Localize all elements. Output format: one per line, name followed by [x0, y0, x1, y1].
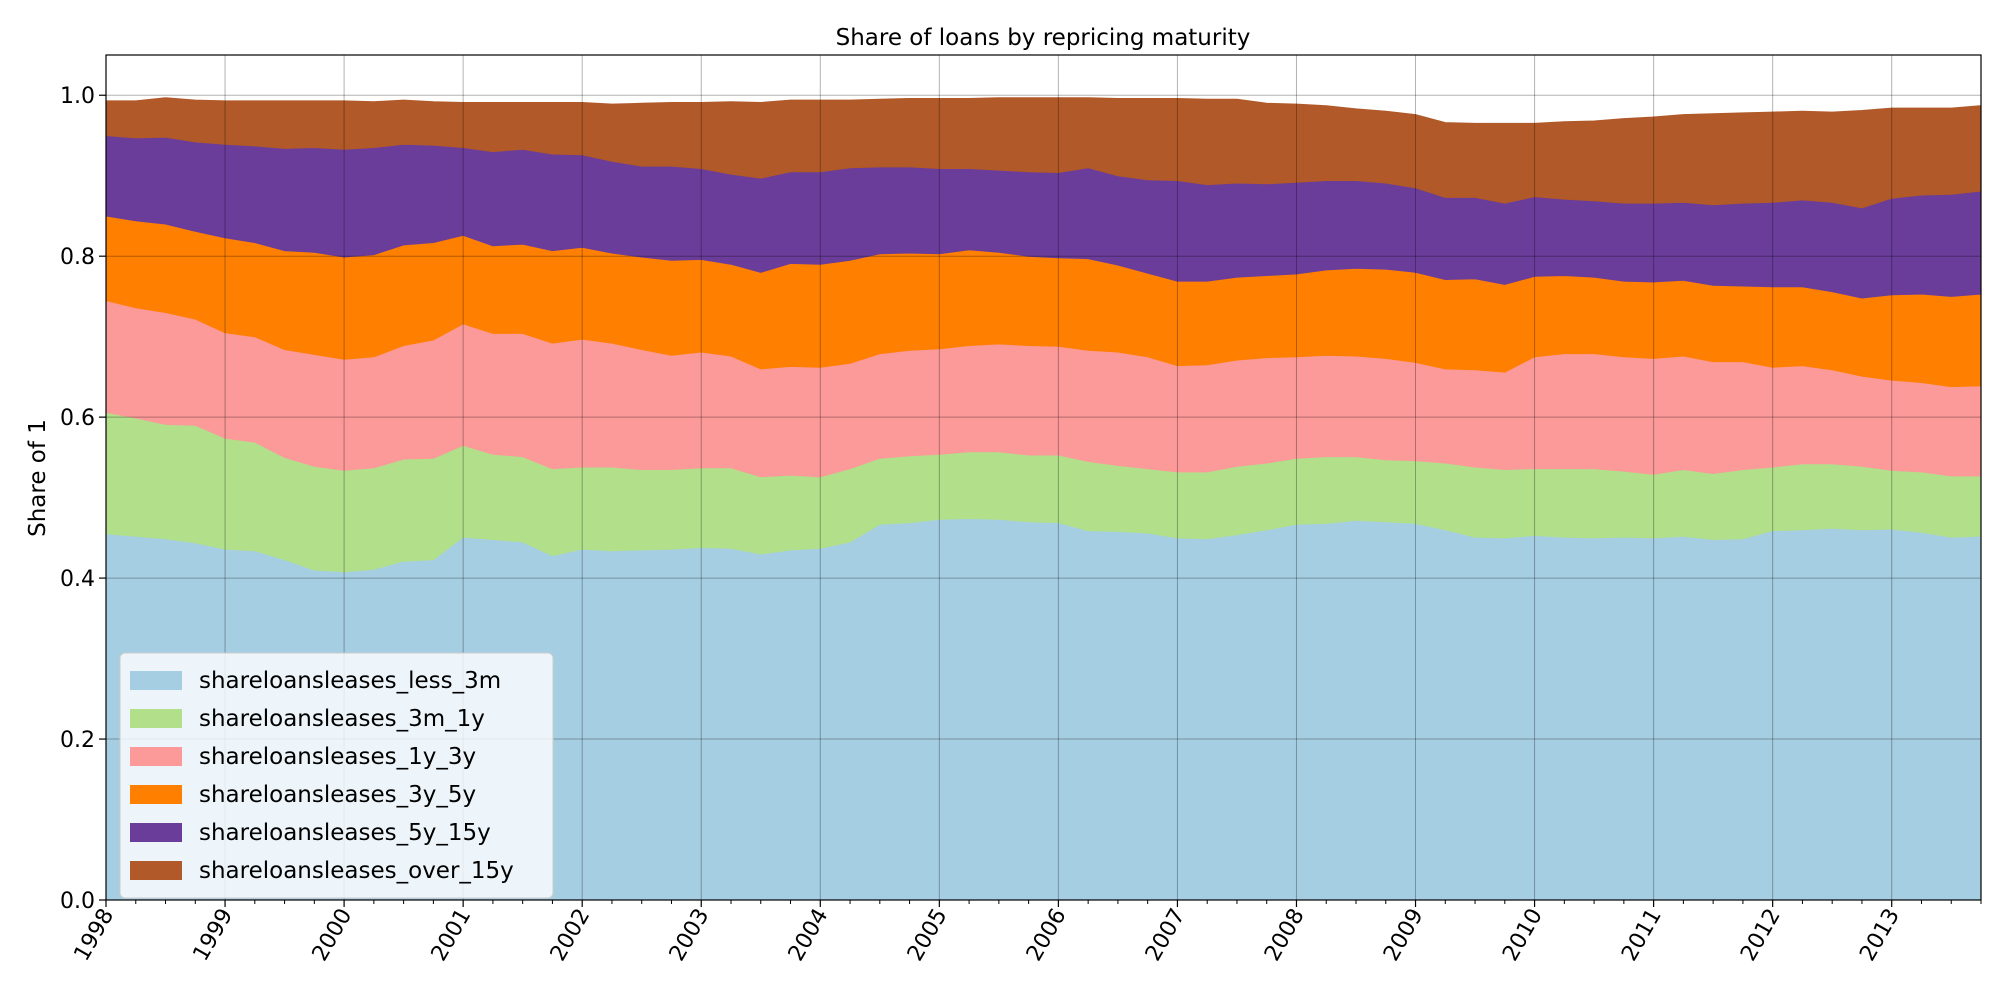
x-tick-label: 2002 — [546, 905, 596, 966]
x-tick-label: 1999 — [189, 905, 239, 966]
x-tick-label: 2006 — [1022, 905, 1072, 966]
legend-swatch — [130, 671, 182, 690]
x-tick-label: 2012 — [1736, 905, 1786, 966]
y-tick-label: 0.6 — [60, 406, 95, 431]
x-tick-label: 2009 — [1379, 905, 1429, 966]
x-tick-label: 2008 — [1260, 905, 1310, 966]
y-axis: 0.0 0.2 0.4 0.6 0.8 1.0 — [60, 84, 106, 914]
legend-swatch — [130, 823, 182, 842]
x-tick-label: 2013 — [1855, 905, 1905, 966]
legend-label: shareloansleases_1y_3y — [199, 744, 476, 770]
legend-label: shareloansleases_less_3m — [199, 668, 501, 694]
legend-label: shareloansleases_5y_15y — [199, 820, 491, 846]
x-axis: 1998 1999 2000 2001 2002 2003 2004 2005 2006 2007… — [70, 900, 1982, 966]
legend-label: shareloansleases_3m_1y — [199, 706, 485, 732]
area-layers — [105, 97, 1982, 901]
chart-title: Share of loans by repricing maturity — [836, 25, 1251, 51]
x-tick-label: 2003 — [665, 905, 715, 966]
legend-swatch — [130, 861, 182, 880]
y-axis-label: Share of 1 — [25, 419, 51, 537]
legend-label: shareloansleases_over_15y — [199, 858, 514, 884]
y-tick-label: 0.2 — [60, 728, 95, 753]
y-tick-label: 0.4 — [60, 567, 95, 592]
x-tick-label: 2010 — [1498, 905, 1548, 966]
x-tick-label: 2005 — [903, 905, 953, 966]
y-tick-label: 0.0 — [60, 889, 95, 914]
x-tick-label: 2000 — [308, 905, 358, 966]
y-tick-label: 0.8 — [60, 245, 95, 270]
legend: shareloansleases_less_3m shareloansleases… — [119, 652, 554, 899]
legend-label: shareloansleases_3y_5y — [199, 782, 476, 808]
legend-box — [119, 652, 554, 899]
plot-frame — [105, 54, 1982, 901]
y-tick-label: 1.0 — [60, 84, 95, 109]
legend-swatch — [130, 785, 182, 804]
x-tick-label: 2004 — [784, 905, 834, 966]
legend-swatch — [130, 747, 182, 766]
x-tick-label: 2011 — [1617, 905, 1667, 966]
x-tick-label: 2001 — [427, 905, 477, 966]
x-tick-label: 2007 — [1141, 905, 1191, 966]
legend-swatch — [130, 709, 182, 728]
